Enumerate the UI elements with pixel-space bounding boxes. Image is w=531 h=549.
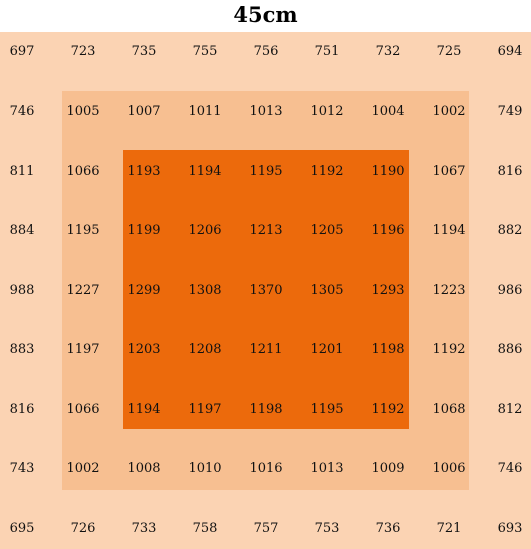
inner-zone-background bbox=[123, 150, 409, 429]
grid-cell: 695 bbox=[9, 521, 35, 536]
grid-cell: 751 bbox=[314, 44, 340, 59]
grid-cell: 1193 bbox=[127, 164, 161, 179]
grid-cell: 1012 bbox=[310, 104, 344, 119]
grid-cell: 1067 bbox=[432, 164, 466, 179]
grid-cell: 726 bbox=[70, 521, 96, 536]
grid-cell: 1008 bbox=[127, 461, 161, 476]
grid-cell: 1011 bbox=[188, 104, 222, 119]
grid-cell: 755 bbox=[192, 44, 218, 59]
grid-cell: 812 bbox=[497, 402, 523, 417]
grid-cell: 811 bbox=[9, 164, 35, 179]
grid-cell: 757 bbox=[253, 521, 279, 536]
grid-cell: 733 bbox=[131, 521, 157, 536]
grid-cell: 1195 bbox=[66, 223, 100, 238]
grid-cell: 746 bbox=[9, 104, 35, 119]
grid-cell: 1223 bbox=[432, 283, 466, 298]
grid-cell: 986 bbox=[497, 283, 523, 298]
grid-cell: 1009 bbox=[371, 461, 405, 476]
grid-cell: 1013 bbox=[249, 104, 283, 119]
grid-cell: 721 bbox=[436, 521, 462, 536]
grid-cell: 883 bbox=[9, 342, 35, 357]
grid-cell: 886 bbox=[497, 342, 523, 357]
grid-cell: 1005 bbox=[66, 104, 100, 119]
grid-cell: 1201 bbox=[310, 342, 344, 357]
grid-cell: 1010 bbox=[188, 461, 222, 476]
grid-cell: 1370 bbox=[249, 283, 283, 298]
grid-cell: 1194 bbox=[127, 402, 161, 417]
grid-cell: 736 bbox=[375, 521, 401, 536]
grid-cell: 1203 bbox=[127, 342, 161, 357]
grid-cell: 1190 bbox=[371, 164, 405, 179]
grid-cell: 1006 bbox=[432, 461, 466, 476]
grid-cell: 1197 bbox=[188, 402, 222, 417]
grid-cell: 1293 bbox=[371, 283, 405, 298]
grid-cell: 1208 bbox=[188, 342, 222, 357]
grid-cell: 1197 bbox=[66, 342, 100, 357]
grid-cell: 693 bbox=[497, 521, 523, 536]
grid-cell: 1206 bbox=[188, 223, 222, 238]
grid-cell: 1013 bbox=[310, 461, 344, 476]
grid-cell: 1194 bbox=[188, 164, 222, 179]
grid-cell: 1198 bbox=[371, 342, 405, 357]
grid-cell: 1002 bbox=[66, 461, 100, 476]
grid-cell: 816 bbox=[497, 164, 523, 179]
grid-cell: 1016 bbox=[249, 461, 283, 476]
grid-cell: 1196 bbox=[371, 223, 405, 238]
grid-cell: 1192 bbox=[371, 402, 405, 417]
grid-cell: 756 bbox=[253, 44, 279, 59]
grid-cell: 1205 bbox=[310, 223, 344, 238]
grid-cell: 723 bbox=[70, 44, 96, 59]
grid-cell: 1199 bbox=[127, 223, 161, 238]
grid-cell: 1305 bbox=[310, 283, 344, 298]
grid-cell: 694 bbox=[497, 44, 523, 59]
grid-cell: 1192 bbox=[432, 342, 466, 357]
grid-cell: 988 bbox=[9, 283, 35, 298]
grid-cell: 1066 bbox=[66, 164, 100, 179]
grid-cell: 1068 bbox=[432, 402, 466, 417]
grid-cell: 1195 bbox=[249, 164, 283, 179]
page-title: 45cm bbox=[233, 2, 298, 27]
grid-cell: 743 bbox=[9, 461, 35, 476]
grid-cell: 749 bbox=[497, 104, 523, 119]
grid-cell: 884 bbox=[9, 223, 35, 238]
grid-cell: 1227 bbox=[66, 283, 100, 298]
grid-cell: 1192 bbox=[310, 164, 344, 179]
grid-cell: 1195 bbox=[310, 402, 344, 417]
grid-cell: 753 bbox=[314, 521, 340, 536]
grid-cell: 697 bbox=[9, 44, 35, 59]
grid-cell: 735 bbox=[131, 44, 157, 59]
grid-cell: 882 bbox=[497, 223, 523, 238]
grid-cell: 1194 bbox=[432, 223, 466, 238]
grid-cell: 758 bbox=[192, 521, 218, 536]
grid-cell: 725 bbox=[436, 44, 462, 59]
grid-cell: 1004 bbox=[371, 104, 405, 119]
grid-cell: 732 bbox=[375, 44, 401, 59]
grid-cell: 1299 bbox=[127, 283, 161, 298]
grid-cell: 1066 bbox=[66, 402, 100, 417]
grid-cell: 1213 bbox=[249, 223, 283, 238]
grid-cell: 816 bbox=[9, 402, 35, 417]
grid-cell: 1007 bbox=[127, 104, 161, 119]
grid-cell: 1198 bbox=[249, 402, 283, 417]
grid-cell: 746 bbox=[497, 461, 523, 476]
grid-cell: 1211 bbox=[249, 342, 283, 357]
grid-cell: 1308 bbox=[188, 283, 222, 298]
grid-cell: 1002 bbox=[432, 104, 466, 119]
